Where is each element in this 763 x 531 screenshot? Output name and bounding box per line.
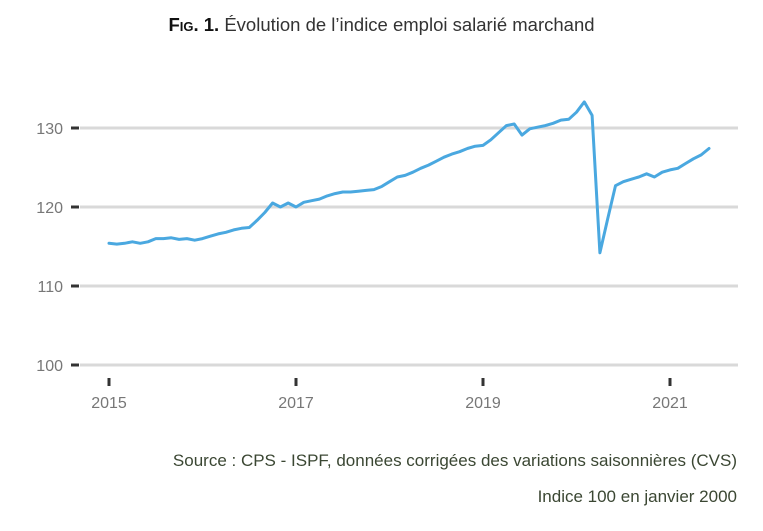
y-tick-label-100: 100	[36, 358, 63, 375]
source-note: Source : CPS - ISPF, données corrigées d…	[172, 451, 737, 470]
title-text: Évolution de l’indice emploi salarié mar…	[224, 14, 595, 35]
figure-label: Fig. 1.	[168, 14, 220, 35]
x-tick-label-2017: 2017	[278, 395, 314, 412]
x-tick-label-2015: 2015	[91, 395, 127, 412]
series-line	[107, 100, 711, 255]
base-note: Indice 100 en janvier 2000	[537, 487, 737, 506]
y-tick-label-110: 110	[37, 279, 63, 296]
x-tick-label-2019: 2019	[465, 395, 501, 412]
y-tick-label-130: 130	[36, 121, 63, 138]
y-tick-label-120: 120	[36, 200, 63, 217]
chart-title: Fig. 1. Évolution de l’indice emploi sal…	[0, 14, 763, 36]
x-tick-label-2021: 2021	[652, 395, 688, 412]
